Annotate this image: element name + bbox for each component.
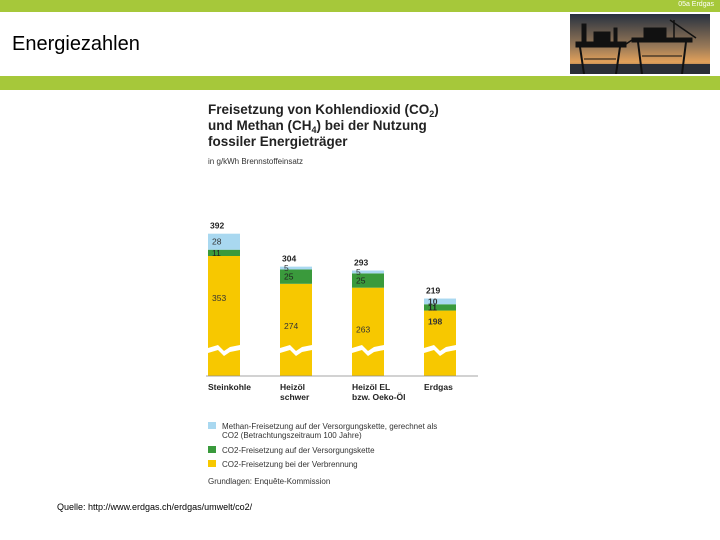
bar-methane xyxy=(280,266,312,270)
label-supply-co2: 11 xyxy=(428,302,437,312)
bar-combustion xyxy=(424,310,456,376)
page-title: Energiezahlen xyxy=(12,33,140,55)
bar-supply-co2 xyxy=(208,249,240,256)
label-combustion: 263 xyxy=(356,325,370,335)
label-combustion: 353 xyxy=(212,293,226,303)
bar-methane xyxy=(208,233,240,250)
axis-break-mark xyxy=(208,345,240,356)
chart-title-line: und Methan (CH4) bei der Nutzung xyxy=(208,118,427,135)
category-label: bzw. Oeko-Öl xyxy=(352,392,406,402)
corner-label: 05a Erdgas xyxy=(678,1,714,8)
category-label: Heizöl xyxy=(280,382,305,392)
chart-title-line: Freisetzung von Kohlendioxid (CO2) xyxy=(208,102,439,119)
category-label: Heizöl EL xyxy=(352,382,390,392)
offshore-platform-image xyxy=(570,14,710,74)
label-methane: 28 xyxy=(212,237,222,247)
category-label: schwer xyxy=(280,392,310,402)
label-methane: 5 xyxy=(284,263,289,273)
bar-combustion xyxy=(352,287,384,376)
axis-break-mark xyxy=(352,345,384,356)
label-combustion: 274 xyxy=(284,321,298,331)
emissions-chart: Freisetzung von Kohlendioxid (CO2) und Me… xyxy=(200,96,490,491)
label-total: 219 xyxy=(426,286,440,296)
label-supply-co2: 11 xyxy=(212,248,221,258)
label-supply-co2: 25 xyxy=(284,272,294,282)
legend-label: Methan-Freisetzung auf der Versorgungske… xyxy=(222,422,437,431)
category-label: Steinkohle xyxy=(208,382,251,392)
label-methane: 5 xyxy=(356,267,361,277)
bar-combustion xyxy=(280,283,312,376)
bar-methane xyxy=(352,270,384,274)
legend-label: CO2 (Betrachtungszeitraum 100 Jahre) xyxy=(222,431,362,440)
bar-combustion xyxy=(208,256,240,376)
label-total: 293 xyxy=(354,258,368,268)
offshore-platform-photo xyxy=(570,14,710,74)
source-text: Quelle: http://www.erdgas.ch/erdgas/umwe… xyxy=(57,502,253,512)
chart-title-line: fossiler Energieträger xyxy=(208,134,348,149)
category-label: Erdgas xyxy=(424,382,453,392)
label-total: 304 xyxy=(282,254,296,264)
label-total: 392 xyxy=(210,221,224,231)
axis-break-mark xyxy=(280,345,312,356)
top-accent-bar: 05a Erdgas xyxy=(0,0,720,12)
legend-swatch xyxy=(208,446,216,453)
bar-supply-co2 xyxy=(424,304,456,311)
legend-label: CO2-Freisetzung auf der Versorgungskette xyxy=(222,446,375,455)
label-combustion: 198 xyxy=(428,317,442,327)
bar-supply-co2 xyxy=(280,269,312,284)
label-methane: 10 xyxy=(428,296,438,306)
header-rule xyxy=(0,76,720,90)
legend-label: CO2-Freisetzung bei der Verbrennung xyxy=(222,460,358,469)
bar-methane xyxy=(424,298,456,305)
bar-supply-co2 xyxy=(352,273,384,288)
legend-swatch xyxy=(208,422,216,429)
legend-swatch xyxy=(208,460,216,467)
chart-svg: Freisetzung von Kohlendioxid (CO2)und Me… xyxy=(206,102,478,486)
label-supply-co2: 25 xyxy=(356,276,366,286)
chart-footnote: Grundlagen: Enquête-Kommission xyxy=(208,477,330,486)
unit-label: in g/kWh Brennstoffeinsatz xyxy=(208,157,303,166)
axis-break-mark xyxy=(424,345,456,356)
